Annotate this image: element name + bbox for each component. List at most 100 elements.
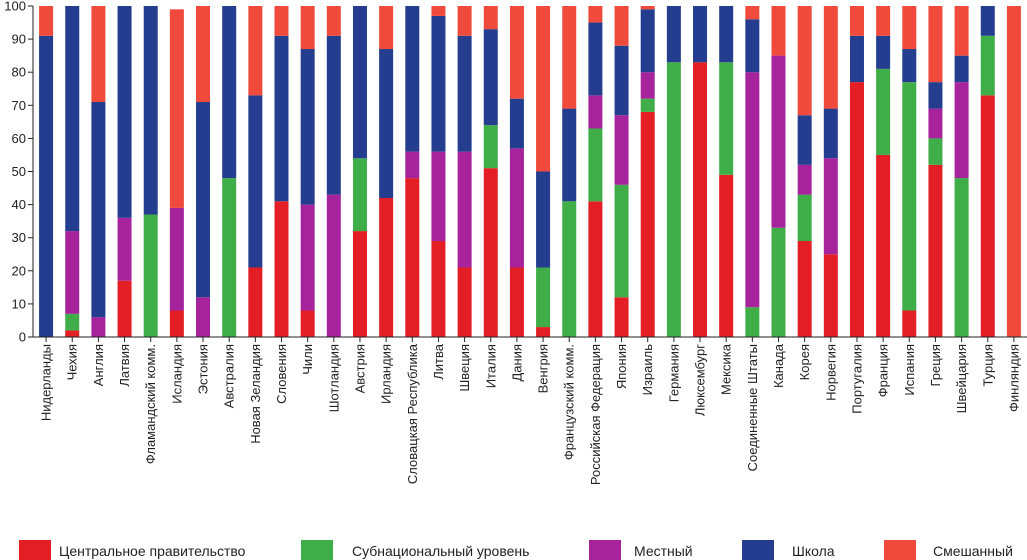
bar-segment: [797, 164, 812, 195]
x-category-label: Израиль: [640, 344, 655, 396]
x-category-label: Исландия: [169, 344, 184, 404]
x-category-label: Чехия: [65, 344, 80, 380]
legend-label: Школа: [792, 543, 835, 559]
x-category-label: Словения: [274, 344, 289, 404]
bar-segment: [745, 72, 760, 308]
x-category-label: Португалия: [849, 344, 864, 414]
x-category-label: Дания: [509, 344, 524, 382]
bar-segment: [326, 35, 341, 195]
bar-segment: [65, 6, 80, 232]
bar-segment: [300, 310, 315, 337]
y-tick-label: 0: [19, 330, 26, 345]
bar-segment: [771, 227, 786, 337]
x-category-label: Япония: [614, 344, 629, 389]
bar-segment: [431, 6, 446, 16]
x-axis: Нидерланды Чехия Англия Латвия Фламандский к…: [33, 336, 1027, 485]
x-category-label: Норвегия: [823, 344, 838, 401]
bar-segment: [248, 6, 263, 96]
bar-segment: [91, 101, 106, 318]
legend-swatch: [589, 540, 621, 560]
bar-segment: [222, 178, 237, 337]
x-category-label: Фламандский комм.: [143, 344, 158, 464]
bar-segment: [562, 108, 577, 202]
bar-segment: [352, 6, 367, 159]
x-category-label: Ирландия: [379, 344, 394, 404]
bar-segment: [666, 6, 681, 63]
bar-segment: [91, 317, 106, 337]
bar-segment: [483, 125, 498, 169]
bar-segment: [954, 6, 969, 56]
bar-segment: [562, 201, 577, 337]
legend-swatch: [884, 540, 916, 560]
bar-segment: [169, 207, 184, 311]
bar-segment: [431, 151, 446, 242]
bar-segment: [169, 9, 184, 208]
x-category-label: Австрия: [352, 344, 367, 393]
legend: Центральное правительство Субнациональный…: [19, 540, 1013, 560]
x-category-label: Швеция: [457, 344, 472, 392]
x-category-label: Словацкая Республика: [405, 343, 420, 484]
x-category-label: Российская Федерация: [588, 344, 603, 485]
bar-segment: [117, 280, 132, 337]
bar-segment: [248, 267, 263, 337]
legend-swatch: [301, 540, 333, 560]
bar-segment: [352, 158, 367, 232]
x-category-label: Канада: [771, 343, 786, 388]
bar-segment: [797, 241, 812, 337]
y-tick-label: 40: [12, 197, 26, 212]
y-tick-label: 80: [12, 65, 26, 80]
bar-segment: [876, 68, 891, 155]
x-category-label: Чили: [300, 344, 315, 375]
bar-segment: [849, 35, 864, 83]
bar-segment: [300, 6, 315, 50]
x-category-label: Англия: [91, 344, 106, 386]
x-category-label: Новая Зеландия: [248, 344, 263, 444]
bar-segment: [928, 108, 943, 139]
x-category-label: Германия: [666, 344, 681, 402]
bar-segment: [39, 6, 54, 36]
bar-segment: [248, 95, 263, 268]
bar-segment: [1006, 6, 1021, 337]
bar-segment: [745, 6, 760, 20]
bar-segment: [693, 62, 708, 338]
bar-segment: [483, 6, 498, 30]
y-tick-label: 50: [12, 164, 26, 179]
x-category-label: Греция: [928, 344, 943, 387]
bar-segment: [274, 201, 289, 337]
bar-segment: [379, 6, 394, 50]
bar-segment: [902, 310, 917, 337]
bar-segment: [797, 6, 812, 116]
bar-segment: [588, 201, 603, 337]
bar-segment: [457, 151, 472, 268]
bar-segment: [65, 330, 80, 337]
bar-segment: [300, 204, 315, 311]
bar-segment: [483, 168, 498, 337]
bar-segment: [640, 6, 655, 10]
bar-segment: [196, 101, 211, 298]
bar-segment: [640, 9, 655, 73]
bar-segment: [823, 108, 838, 159]
bar-segment: [65, 231, 80, 314]
legend-swatch: [19, 540, 51, 560]
x-category-label: Финляндия: [1006, 344, 1021, 412]
bar-segment: [745, 307, 760, 337]
bar-segment: [719, 62, 734, 175]
bar-segment: [666, 62, 681, 338]
legend-label: Субнациональный уровень: [352, 543, 529, 559]
bar-segment: [509, 98, 524, 149]
x-category-label: Нидерланды: [39, 344, 54, 421]
x-category-label: Соединенные Штаты: [745, 344, 760, 471]
bar-segment: [588, 128, 603, 202]
bar-segment: [614, 115, 629, 185]
bar-segment: [823, 158, 838, 255]
bar-segment: [693, 6, 708, 63]
bar-segment: [902, 82, 917, 311]
bar-segment: [797, 194, 812, 242]
bar-segment: [431, 15, 446, 152]
x-category-label: Франция: [876, 344, 891, 397]
x-category-label: Турция: [980, 344, 995, 387]
x-category-label: Латвия: [117, 344, 132, 387]
bar-segment: [379, 197, 394, 337]
bar-segment: [745, 19, 760, 73]
x-category-label: Эстония: [196, 344, 211, 394]
